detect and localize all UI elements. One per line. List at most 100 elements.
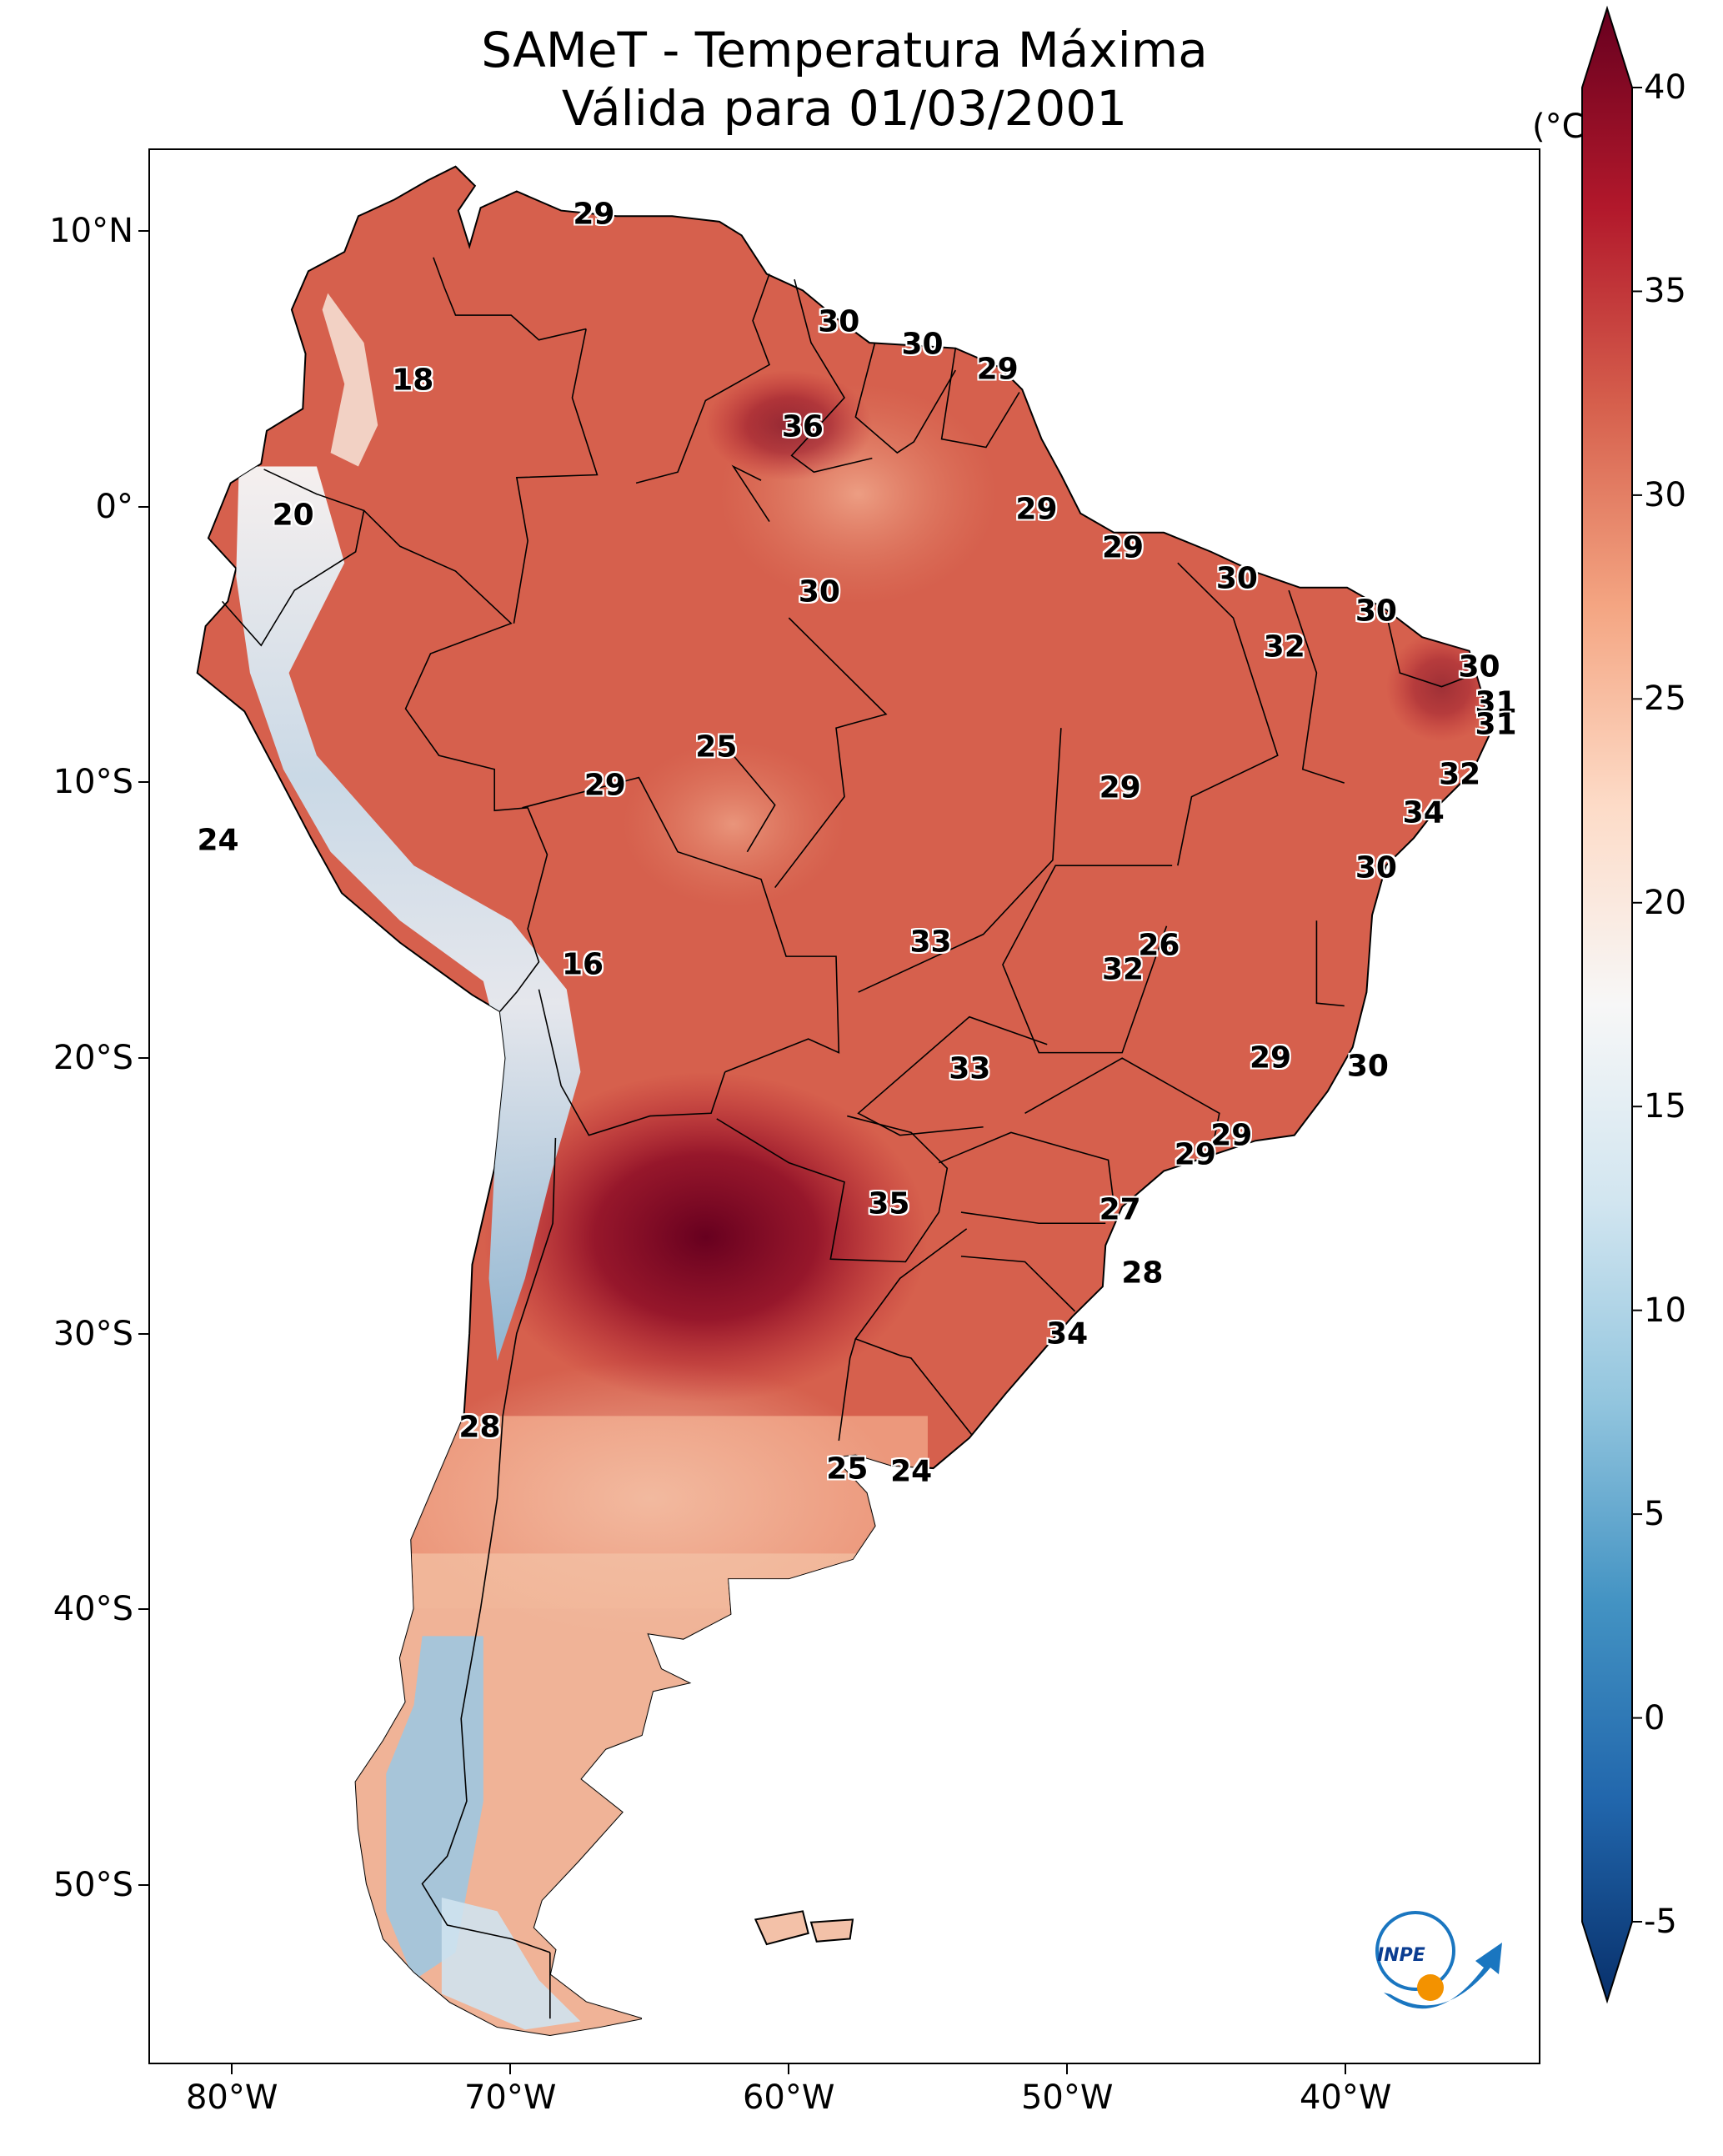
contour-label: 25 xyxy=(695,730,738,764)
map-subtitle: Válida para 01/03/2001 xyxy=(561,80,1128,137)
border-line xyxy=(513,328,599,624)
country-borders xyxy=(221,257,1478,2019)
colorbar-tick-label: 35 xyxy=(1644,272,1686,311)
border-line xyxy=(731,464,770,523)
lat-tick-label: 10°N xyxy=(49,212,133,251)
border-line xyxy=(1315,920,1345,1007)
contour-label: 30 xyxy=(798,574,840,609)
logo-ring xyxy=(1375,1911,1455,1991)
lon-tick xyxy=(1066,2064,1069,2074)
lon-tick-label: 80°W xyxy=(185,2078,278,2117)
contour-label: 29 xyxy=(1101,530,1144,565)
colorbar-tick-label: 15 xyxy=(1644,1087,1686,1126)
contour-label: 30 xyxy=(1215,561,1258,596)
border-line xyxy=(221,469,365,647)
border-line xyxy=(960,1211,1106,1225)
contour-label: 25 xyxy=(826,1452,869,1487)
border-line xyxy=(421,1137,557,1953)
contour-label: 29 xyxy=(573,197,615,232)
border-line xyxy=(857,1015,1048,1136)
falkland-islands xyxy=(754,1910,854,1946)
contour-label: 33 xyxy=(909,925,952,960)
border-line xyxy=(1177,562,1279,866)
contour-label: 18 xyxy=(392,363,434,398)
border-line xyxy=(1002,865,1173,1054)
patagonian-andes xyxy=(386,1636,483,1980)
border-line xyxy=(790,278,873,474)
island xyxy=(809,1918,854,1943)
contour-label: 34 xyxy=(1046,1316,1089,1351)
contour-label: 30 xyxy=(818,304,860,339)
map-title: SAMeT - Temperatura Máxima xyxy=(481,22,1208,78)
logo-text: INPE xyxy=(1377,1945,1425,1966)
colorbar-tick-label: 10 xyxy=(1644,1291,1686,1330)
contour-label: 29 xyxy=(584,768,626,803)
border-line xyxy=(858,728,1062,993)
colombian-andes xyxy=(322,293,378,467)
contour-label: 32 xyxy=(1101,952,1144,987)
contour-label: 29 xyxy=(1099,770,1141,805)
contour-label: 29 xyxy=(1174,1137,1216,1172)
contour-label: 16 xyxy=(561,947,604,982)
lon-tick-label: 40°W xyxy=(1299,2078,1392,2117)
border-line xyxy=(854,342,956,454)
lat-tick-label: 0° xyxy=(95,487,133,526)
contour-label: 31 xyxy=(1475,685,1517,720)
colorbar-tick-label: -5 xyxy=(1644,1903,1677,1941)
pampas-warm-spot xyxy=(399,1361,900,1637)
border-line xyxy=(733,755,776,853)
colorbar-tick-label: 40 xyxy=(1644,68,1686,107)
border-line xyxy=(838,1338,857,1442)
border-line xyxy=(1385,612,1478,688)
contour-label: 29 xyxy=(1015,492,1058,527)
border-line xyxy=(716,1115,949,1263)
border-line xyxy=(939,1131,1115,1205)
tierra-del-fuego xyxy=(441,1897,581,2030)
colorbar-tick-label: 20 xyxy=(1644,883,1686,922)
border-line xyxy=(854,1228,973,1436)
colorbar-tick-label: 5 xyxy=(1644,1495,1665,1534)
contour-label: 29 xyxy=(1210,1118,1253,1153)
border-line xyxy=(960,1256,1076,1312)
contour-label: 30 xyxy=(1355,850,1397,885)
contour-label: 29 xyxy=(1249,1040,1292,1075)
border-line xyxy=(522,776,840,1073)
colorbar-gradient xyxy=(1581,5,1633,2004)
contour-label: 26 xyxy=(1138,928,1180,963)
lon-tick xyxy=(231,2064,233,2074)
contour-label: 34 xyxy=(1402,795,1445,830)
contour-label: 20 xyxy=(272,498,314,533)
border-line xyxy=(635,273,771,484)
logo-arrow xyxy=(1384,1943,1502,2009)
border-line xyxy=(940,348,1020,449)
border-line xyxy=(363,509,548,1012)
lat-tick-label: 50°S xyxy=(53,1866,133,1905)
colorbar-tick-label: 0 xyxy=(1644,1698,1665,1737)
lat-tick-label: 10°S xyxy=(53,763,133,802)
contour-label: 24 xyxy=(197,823,239,858)
lat-tick xyxy=(138,1884,148,1887)
contour-label: 31 xyxy=(1475,707,1517,742)
logo-sun xyxy=(1417,1974,1444,2001)
colorbar xyxy=(1581,5,1642,2004)
contour-label: 28 xyxy=(1121,1256,1164,1291)
lat-tick xyxy=(138,1608,148,1611)
contour-label: 32 xyxy=(1263,629,1305,664)
border-line xyxy=(774,617,888,889)
lon-tick xyxy=(788,2064,790,2074)
lat-tick xyxy=(138,1332,148,1335)
contour-label: 35 xyxy=(868,1186,910,1221)
lon-tick xyxy=(509,2064,512,2074)
lat-tick-label: 30°S xyxy=(53,1314,133,1353)
border-line xyxy=(1288,589,1345,784)
contour-label: 24 xyxy=(890,1454,933,1489)
lat-tick xyxy=(138,781,148,784)
border-line xyxy=(538,989,726,1136)
contour-label: 27 xyxy=(1099,1192,1141,1227)
contour-label: 29 xyxy=(976,352,1019,387)
lon-tick-label: 50°W xyxy=(1020,2078,1114,2117)
lon-tick-label: 70°W xyxy=(463,2078,557,2117)
island xyxy=(754,1910,809,1946)
contour-label: 36 xyxy=(781,409,824,444)
andes-cold-band xyxy=(236,466,581,1361)
